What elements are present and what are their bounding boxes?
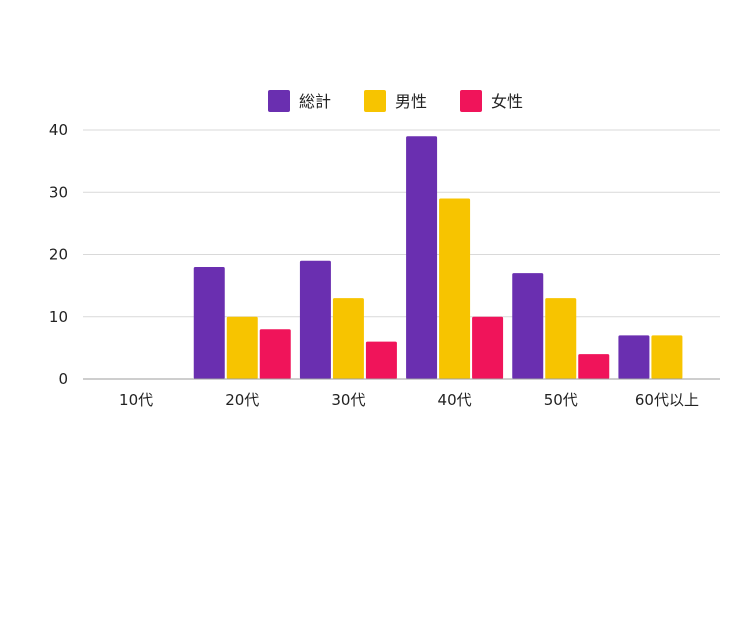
bar[interactable] <box>226 316 258 379</box>
legend-swatch <box>460 90 482 112</box>
x-tick-label: 10代 <box>119 391 153 409</box>
x-tick-label: 20代 <box>225 391 259 409</box>
bar[interactable] <box>299 260 331 379</box>
bar[interactable] <box>578 354 610 379</box>
bar[interactable] <box>545 298 577 379</box>
y-tick-label: 0 <box>58 370 68 388</box>
y-tick-label: 10 <box>49 308 68 326</box>
bar[interactable] <box>651 335 683 379</box>
x-axis: 10代 20代 30代 40代 50代 60代以上 <box>119 391 699 409</box>
x-tick-label: 60代以上 <box>635 391 699 409</box>
legend-label: 総計 <box>299 92 331 111</box>
legend-swatch <box>268 90 290 112</box>
bar[interactable] <box>512 273 544 379</box>
y-axis: 0 10 20 30 40 <box>49 121 68 388</box>
y-tick-label: 40 <box>49 121 68 139</box>
legend-swatch <box>364 90 386 112</box>
gridlines <box>83 129 720 318</box>
legend-label: 女性 <box>491 92 523 111</box>
y-tick-label: 20 <box>49 246 68 264</box>
legend-label: 男性 <box>395 92 427 111</box>
bar[interactable] <box>406 136 438 379</box>
x-tick-label: 30代 <box>331 391 365 409</box>
bar[interactable] <box>472 316 504 379</box>
bar[interactable] <box>259 329 291 379</box>
chart-legend: 総計 男性 女性 <box>268 90 523 112</box>
y-tick-label: 30 <box>49 183 68 201</box>
bar[interactable] <box>365 341 397 379</box>
bar[interactable] <box>439 198 471 379</box>
bars <box>193 136 683 379</box>
bar[interactable] <box>618 335 650 379</box>
x-tick-label: 50代 <box>544 391 578 409</box>
bar[interactable] <box>193 266 225 379</box>
bar[interactable] <box>332 298 364 379</box>
x-tick-label: 40代 <box>438 391 472 409</box>
